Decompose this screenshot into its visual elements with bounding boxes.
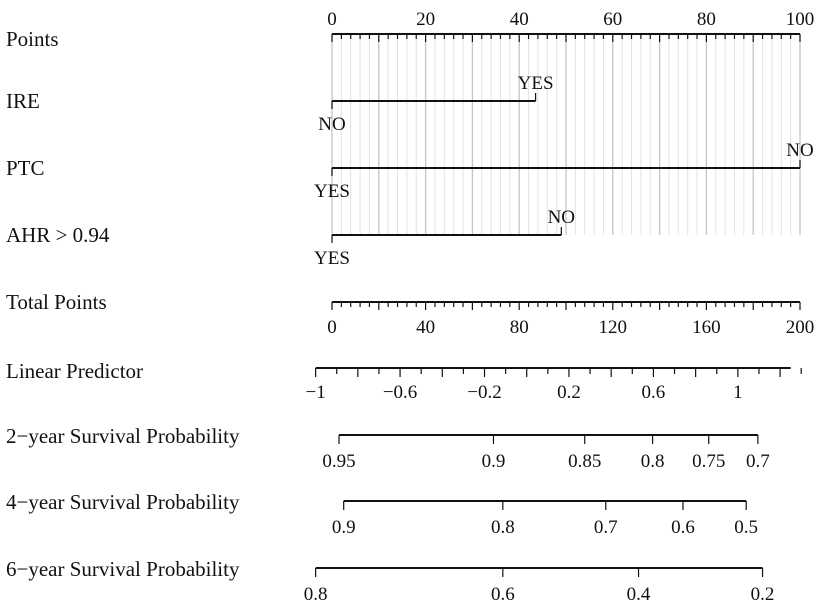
linear-predictor-label: Linear Predictor (6, 359, 143, 383)
points-tick-label-60: 60 (603, 9, 622, 30)
ptc-level-yes: YES (314, 181, 350, 202)
survival-2-year-tick-label-0.75: 0.75 (692, 451, 725, 472)
ire-level-no: NO (318, 114, 345, 135)
survival-4-year-tick-label-0.6: 0.6 (671, 517, 695, 538)
linear-predictor-tick-label--1: −1 (306, 382, 326, 403)
survival-2-year-tick-label-0.85: 0.85 (568, 451, 601, 472)
linear-predictor-tick-label--0.6: −0.6 (383, 382, 417, 403)
ptc-label: PTC (6, 156, 45, 180)
points-tick-label-40: 40 (510, 9, 529, 30)
survival-2-year-label: 2−year Survival Probability (6, 424, 240, 448)
survival-2-year-tick-label-0.7: 0.7 (746, 451, 770, 472)
survival-2-year-tick-label-0.95: 0.95 (322, 451, 355, 472)
points-tick-label-80: 80 (697, 9, 716, 30)
total-points-tick-label-80: 80 (510, 317, 529, 338)
total-points-label: Total Points (6, 290, 107, 314)
total-points-tick-label-0: 0 (327, 317, 337, 338)
points-tick-label-0: 0 (327, 9, 337, 30)
total-points-tick-label-200: 200 (786, 317, 815, 338)
survival-2-year-tick-label-0.9: 0.9 (482, 451, 506, 472)
survival-4-year-tick-label-0.5: 0.5 (734, 517, 758, 538)
survival-2-year-tick-label-0.8: 0.8 (641, 451, 665, 472)
linear-predictor-tick-label--0.2: −0.2 (467, 382, 501, 403)
ahr-0-94-label: AHR > 0.94 (6, 223, 110, 247)
linear-predictor-tick-label-0.2: 0.2 (557, 382, 581, 403)
ahr-0-94-level-yes: YES (314, 248, 350, 269)
points-tick-label-100: 100 (786, 9, 815, 30)
ire-level-yes: YES (518, 73, 554, 94)
survival-4-year-label: 4−year Survival Probability (6, 490, 240, 514)
total-points-tick-label-120: 120 (599, 317, 628, 338)
linear-predictor-tick-label-1: 1 (733, 382, 743, 403)
survival-4-year-tick-label-0.8: 0.8 (491, 517, 515, 538)
points-tick-label-20: 20 (416, 9, 435, 30)
ptc-level-no: NO (786, 140, 813, 161)
ahr-0-94-level-no: NO (548, 207, 575, 228)
survival-4-year-tick-label-0.7: 0.7 (594, 517, 618, 538)
survival-6-year-tick-label-0.4: 0.4 (627, 584, 651, 605)
total-points-tick-label-160: 160 (692, 317, 721, 338)
survival-6-year-tick-label-0.8: 0.8 (304, 584, 328, 605)
ire-label: IRE (6, 89, 40, 113)
linear-predictor-tick-label-0.6: 0.6 (642, 382, 666, 403)
survival-6-year-tick-label-0.2: 0.2 (751, 584, 775, 605)
total-points-tick-label-40: 40 (416, 317, 435, 338)
points-axis-label: Points (6, 27, 59, 51)
survival-4-year-tick-label-0.9: 0.9 (332, 517, 356, 538)
survival-6-year-label: 6−year Survival Probability (6, 557, 240, 581)
survival-6-year-tick-label-0.6: 0.6 (491, 584, 515, 605)
